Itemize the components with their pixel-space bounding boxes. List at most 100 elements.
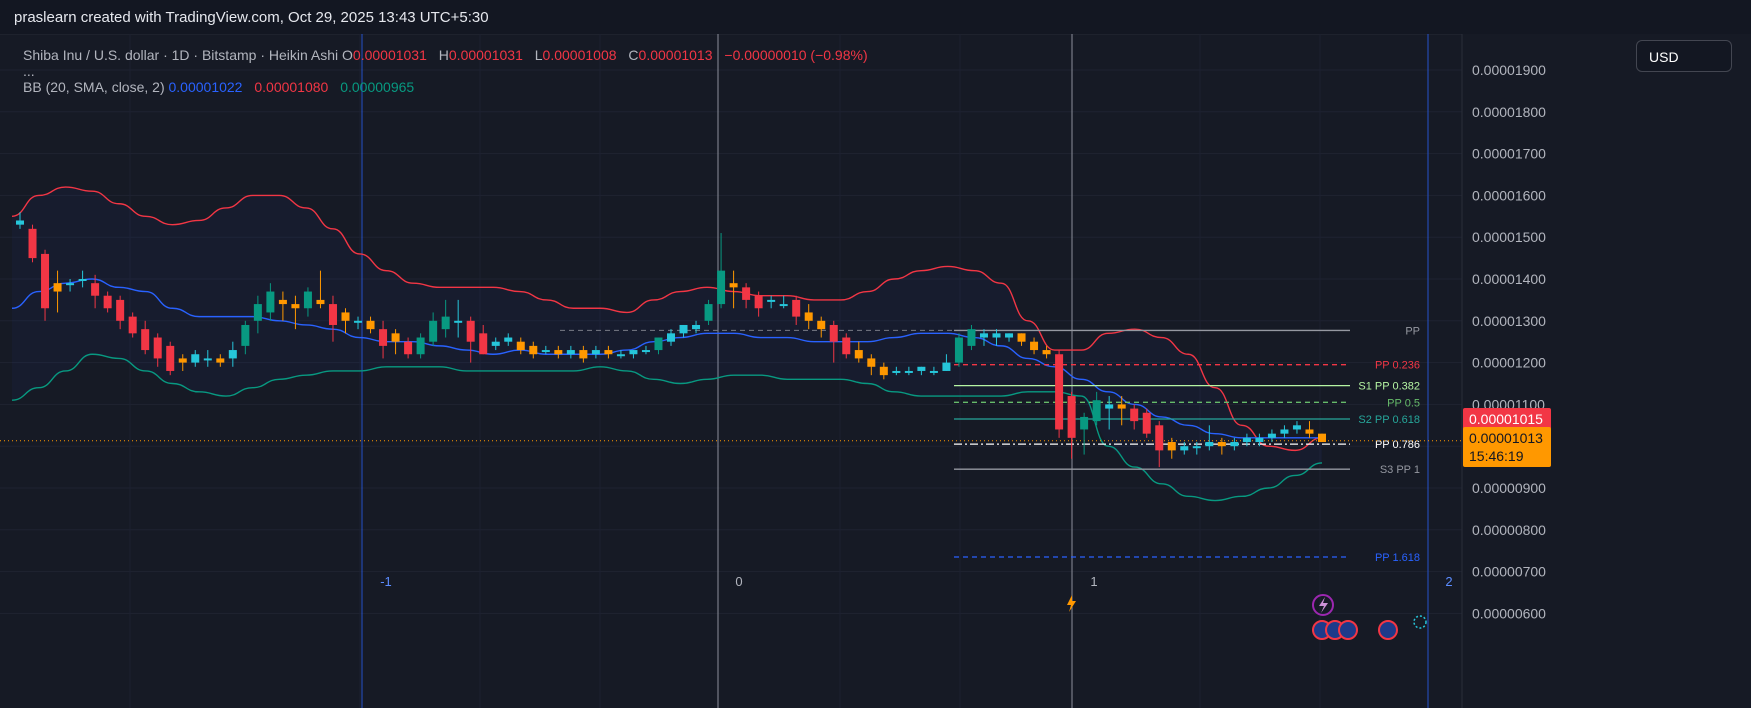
last-price-tag: [1463, 427, 1551, 467]
candle-body: [804, 312, 813, 321]
candle-body: [491, 341, 500, 346]
candle-body: [379, 329, 388, 346]
candle-body: [767, 299, 776, 302]
price-chart[interactable]: -1 0 1 2 PP PP 0.236 S1 PP 0.382 PP 0.5 S2 PP 0.…: [0, 34, 1751, 708]
change-value: −0.00000010 (−0.98%): [724, 47, 868, 63]
price-axis-background: [1462, 34, 1751, 708]
candle-body: [516, 341, 525, 351]
bb-upper-line: [11, 186, 1323, 452]
chart-legend: Shiba Inu / U.S. dollar · 1D · Bitstamp …: [23, 45, 868, 97]
candle-body: [266, 291, 275, 313]
candle-body: [466, 320, 475, 342]
candle-body: [1092, 400, 1101, 422]
last-price-tag-text: 0.00001013: [1469, 430, 1543, 446]
price-tick-label: 0.00001800: [1472, 104, 1546, 120]
price-tick-label: 0.00000600: [1472, 605, 1546, 621]
candle-body: [742, 287, 751, 300]
candle-body: [842, 337, 851, 355]
candle-body: [1280, 429, 1289, 434]
candle-body: [942, 362, 951, 371]
candle-body: [967, 329, 976, 346]
price-tick-label: 0.00001400: [1472, 271, 1546, 287]
sun-event-icon[interactable]: [1413, 615, 1427, 629]
candle-body: [1130, 408, 1139, 422]
candle-body: [1192, 446, 1201, 449]
candle-body: [992, 333, 1001, 338]
pivot-label: PP: [1405, 325, 1420, 337]
candle-body: [128, 316, 137, 334]
candle-body: [404, 341, 413, 355]
candle-body: [278, 299, 287, 305]
candle-body: [692, 324, 701, 330]
cycle-label: 2: [1445, 574, 1452, 589]
candle-body: [454, 320, 463, 323]
bb-upper-value: 0.00001080: [254, 79, 329, 95]
candle-body: [41, 253, 50, 309]
candle-body: [1292, 425, 1301, 430]
candle-body: [566, 350, 575, 355]
candle-body: [328, 304, 337, 325]
bb-lower-line: [11, 353, 1323, 502]
candle-body: [1017, 333, 1026, 342]
candle-body: [879, 366, 888, 376]
event-flash-icon[interactable]: [1067, 595, 1076, 612]
low-label: L: [534, 47, 543, 63]
low-value: 0.00001008: [542, 47, 617, 63]
candle-body: [316, 299, 325, 305]
candle-body: [429, 320, 438, 342]
candle-body: [579, 350, 588, 359]
candle-body: [1242, 437, 1251, 443]
price-tick-label: 0.00001900: [1472, 62, 1546, 78]
high-value: 0.00001031: [448, 47, 523, 63]
bb-upper-price-tag-text: 0.00001015: [1469, 411, 1543, 427]
candle-body: [754, 295, 763, 309]
lightning-glyph-icon: [1319, 597, 1328, 613]
candle-body: [629, 350, 638, 355]
candle-body: [667, 333, 675, 342]
close-value: 0.00001013: [638, 47, 713, 63]
bb-indicator-label[interactable]: BB (20, SMA, close, 2): [23, 79, 165, 95]
candle-body: [291, 304, 300, 309]
candle-body: [554, 350, 563, 355]
candle-body: [1080, 416, 1089, 430]
symbol-description[interactable]: Shiba Inu / U.S. dollar · 1D · Bitstamp …: [23, 47, 339, 63]
candle-body: [1255, 437, 1264, 443]
price-tick-label: 0.00001300: [1472, 313, 1546, 329]
pivot-label: PP 1.618: [1375, 552, 1420, 564]
candle-body: [817, 320, 826, 330]
news-globe-icon[interactable]: [1338, 620, 1358, 640]
candle-body: [541, 350, 550, 353]
legend-more[interactable]: ...: [23, 63, 35, 79]
cycle-label: -1: [380, 574, 392, 589]
lightning-event-icon[interactable]: [1312, 594, 1334, 616]
currency-button[interactable]: USD: [1636, 40, 1732, 72]
candle-body: [366, 320, 375, 330]
candle-body: [253, 304, 262, 321]
candle-body: [1005, 333, 1014, 338]
candle-body: [191, 354, 200, 363]
pivot-label: S3 PP 1: [1380, 464, 1420, 476]
candle-body: [1205, 442, 1214, 447]
candle-body: [704, 304, 713, 321]
candle-body: [1305, 429, 1314, 434]
candle-body: [78, 279, 87, 281]
pivot-label: S1 PP 0.382: [1358, 381, 1420, 393]
candle-body: [103, 295, 112, 309]
candle-body: [1318, 433, 1326, 443]
header-text: praslearn created with TradingView.com, …: [14, 9, 489, 26]
pivot-label: PP 0.5: [1387, 397, 1420, 409]
bb-lower-value: 0.00000965: [340, 79, 415, 95]
candle-body: [779, 304, 788, 307]
cycle-label: 0: [735, 574, 742, 589]
candle-body: [717, 270, 726, 305]
cycle-label: 1: [1090, 574, 1097, 589]
news-globe-icon[interactable]: [1378, 620, 1398, 640]
candle-body: [892, 370, 901, 373]
candle-body: [28, 228, 37, 259]
price-tick-label: 0.00001500: [1472, 229, 1546, 245]
pivot-label: PP 0.236: [1375, 360, 1420, 372]
pivot-label: S2 PP 0.618: [1358, 414, 1420, 426]
candle-body: [1180, 446, 1189, 451]
candle-body: [203, 358, 212, 361]
candle-body: [729, 283, 738, 288]
